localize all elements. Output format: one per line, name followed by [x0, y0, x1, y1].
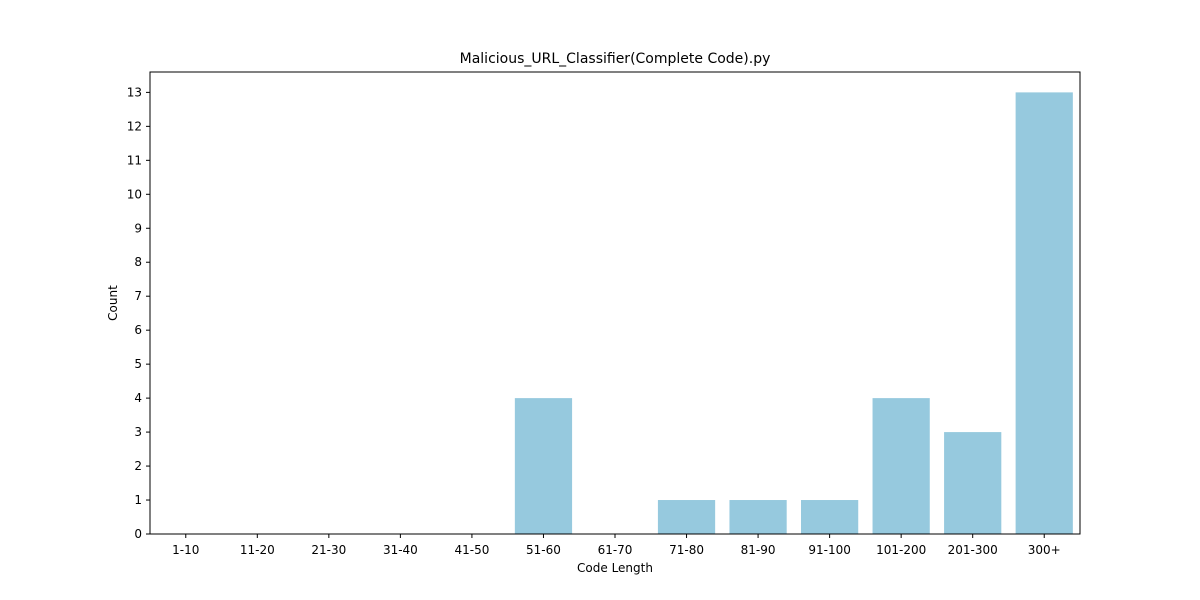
y-tick-label: 8	[134, 255, 142, 269]
y-tick-label: 3	[134, 425, 142, 439]
bar-51-60	[514, 398, 573, 534]
x-tick-label: 91-100	[808, 543, 851, 557]
x-tick-label: 11-20	[240, 543, 275, 557]
chart-title: Malicious_URL_Classifier(Complete Code).…	[460, 51, 771, 67]
y-tick-label: 0	[134, 527, 142, 541]
x-tick-label: 71-80	[669, 543, 704, 557]
y-tick-label: 6	[134, 323, 142, 337]
y-tick-label: 7	[134, 289, 142, 303]
x-tick-label: 41-50	[454, 543, 489, 557]
x-tick-label: 1-10	[172, 543, 199, 557]
bars-layer	[514, 92, 1073, 534]
y-tick-label: 12	[127, 119, 142, 133]
bar-81-90	[729, 500, 787, 534]
bar-201-300	[944, 432, 1002, 534]
x-tick-label: 31-40	[383, 543, 418, 557]
x-tick-label: 201-300	[948, 543, 998, 557]
y-tick-label: 9	[134, 221, 142, 235]
x-tick-label: 61-70	[598, 543, 633, 557]
bar-300+	[1015, 92, 1073, 534]
x-tick-label: 101-200	[876, 543, 926, 557]
y-tick-label: 10	[127, 187, 142, 201]
x-axis-label: Code Length	[577, 561, 653, 575]
y-tick-label: 1	[134, 493, 142, 507]
plot-frame	[149, 71, 1081, 535]
x-tick-label: 81-90	[741, 543, 776, 557]
y-tick-label: 5	[134, 357, 142, 371]
y-tick-label: 13	[127, 85, 142, 99]
y-axis-label: Count	[106, 285, 120, 321]
bar-91-100	[801, 500, 859, 534]
y-tick-label: 2	[134, 459, 142, 473]
bar-71-80	[657, 500, 716, 534]
x-axis-ticks: 1-10 11-20 21-30 31-40 41-50 51-60 61-70 71-80 8…	[172, 534, 1061, 557]
y-tick-label: 4	[134, 391, 142, 405]
x-tick-label: 300+	[1028, 543, 1061, 557]
x-tick-label: 21-30	[311, 543, 346, 557]
x-tick-label: 51-60	[526, 543, 561, 557]
y-tick-label: 11	[127, 153, 142, 167]
bar-101-200	[872, 398, 930, 534]
